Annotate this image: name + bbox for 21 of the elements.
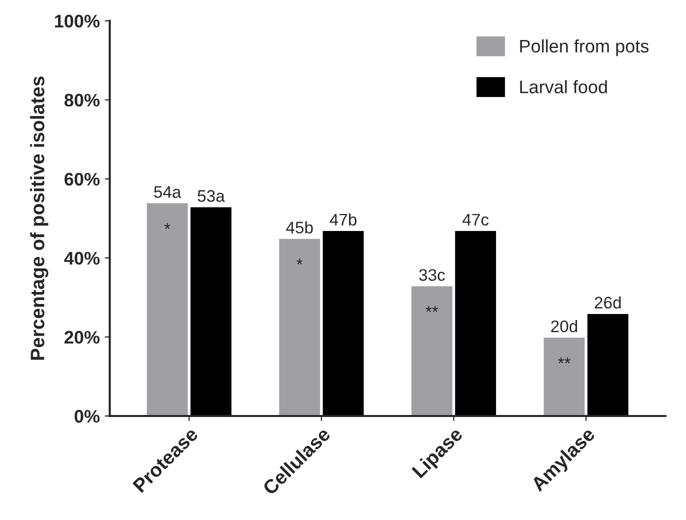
data-label: 47b xyxy=(330,213,356,226)
data-label: 53a xyxy=(198,190,225,202)
data-label: 26d xyxy=(594,296,621,309)
data-label: 20d xyxy=(551,320,578,332)
legend-label: Pollen from pots xyxy=(520,39,649,56)
data-label: 33c xyxy=(419,269,445,281)
annotation: * xyxy=(296,258,303,265)
data-label: 45b xyxy=(286,221,313,234)
y-axis-title: Percentage of positive isolates xyxy=(30,76,48,360)
y-tick-label: 0% xyxy=(74,410,100,423)
data-label: 54a xyxy=(154,186,182,198)
y-tick-label: 100% xyxy=(55,14,100,28)
annotation: * xyxy=(164,223,170,229)
y-tick-label: 80% xyxy=(64,94,100,107)
legend-label: Larval food xyxy=(520,80,607,94)
y-tick-label: 60% xyxy=(64,172,100,186)
data-label: 47c xyxy=(462,214,489,226)
annotation: ** xyxy=(558,357,570,364)
annotation: ** xyxy=(426,306,438,312)
y-tick-label: 20% xyxy=(64,330,100,344)
y-tick-label: 40% xyxy=(64,252,100,265)
